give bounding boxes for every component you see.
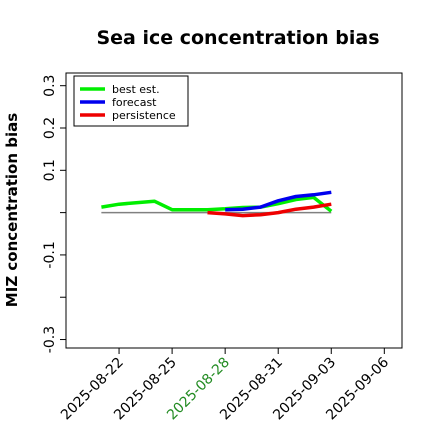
series-layer	[101, 190, 333, 218]
y-axis: 0.3 0.2 0.1 -0.1 -0.3	[42, 75, 66, 353]
legend-label: best est.	[112, 83, 160, 96]
y-tick-label: -0.1	[42, 241, 58, 268]
legend-label: forecast	[112, 96, 157, 109]
plot-area	[65, 72, 403, 349]
y-tick-label: 0.1	[42, 159, 58, 181]
x-axis: 2025-08-222025-08-252025-08-282025-08-31…	[58, 348, 392, 423]
chart-title: Sea ice concentration bias	[96, 27, 379, 49]
legend-label: persistence	[112, 109, 176, 122]
y-tick-label: -0.3	[42, 326, 58, 353]
series-line-forecast	[225, 190, 332, 212]
series-line-persistence	[207, 202, 332, 218]
y-tick-label: 0.3	[42, 75, 58, 97]
y-tick-label: 0.2	[42, 117, 58, 139]
y-axis-label: MIZ concentration bias	[3, 113, 21, 307]
